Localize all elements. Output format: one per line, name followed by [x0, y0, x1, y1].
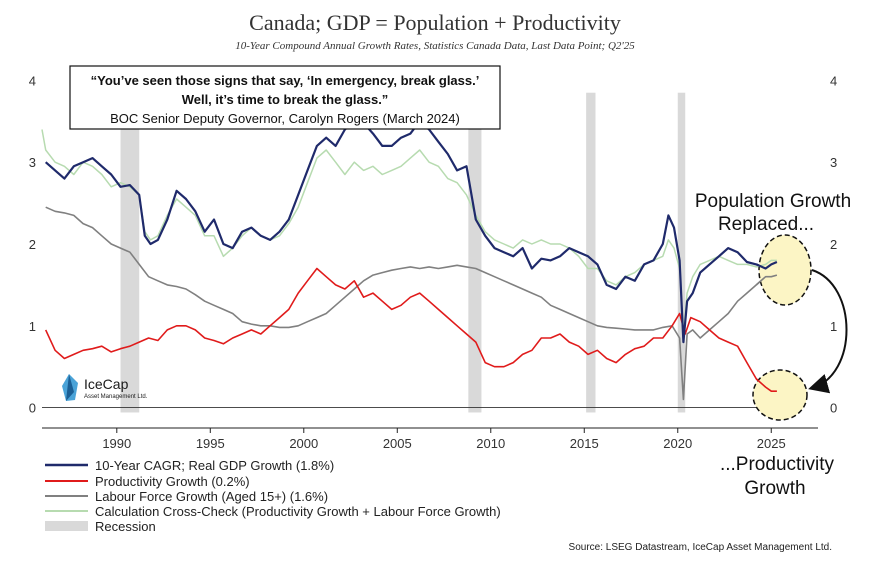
recession-band-2: [586, 92, 596, 413]
x-tick-label-2015: 2015: [570, 436, 599, 451]
y-tick-left-2: 2: [29, 237, 36, 252]
quote-line3: BOC Senior Deputy Governor, Carolyn Roge…: [110, 111, 460, 126]
series-productivity-line: [44, 267, 777, 392]
annotation-bottom-line1: ...Productivity: [720, 454, 835, 475]
recession-bands: [120, 92, 686, 413]
icecap-logo: IceCap Asset Management Ltd.: [62, 374, 148, 401]
x-tick-label-1995: 1995: [196, 436, 225, 451]
legend-label-labour: Labour Force Growth (Aged 15+) (1.6%): [95, 489, 328, 504]
x-tick-label-2020: 2020: [663, 436, 692, 451]
logo-name: IceCap: [84, 376, 129, 392]
y-tick-right-2: 2: [830, 237, 837, 252]
series-labour-line: [45, 206, 778, 401]
annotation-top-line2: Replaced...: [718, 214, 814, 235]
x-tick-label-2010: 2010: [476, 436, 505, 451]
y-tick-right-3: 3: [830, 155, 837, 170]
y-tick-right-1: 1: [830, 319, 837, 334]
annotation-top-line1: Population Growth: [695, 191, 851, 212]
recession-band-3: [677, 92, 686, 413]
x-tick-label-2000: 2000: [289, 436, 318, 451]
legend-label-recession: Recession: [95, 519, 156, 534]
highlight-series: [755, 259, 778, 392]
quote-box: [69, 65, 501, 130]
y-tick-left-4: 4: [29, 73, 36, 88]
y-tick-right-4: 4: [830, 73, 837, 88]
chart-title: Canada; GDP = Population + Productivity: [249, 10, 621, 35]
logo-subtitle: Asset Management Ltd.: [84, 394, 148, 400]
legend-label-productivity: Productivity Growth (0.2%): [95, 474, 250, 489]
x-tick-label-1990: 1990: [102, 436, 131, 451]
series-gdp-line-tail: [755, 260, 778, 270]
recession-band-1: [468, 92, 482, 413]
quote-line2: Well, it’s time to break the glass.”: [182, 92, 389, 107]
annotation-bottom-line2: Growth: [744, 478, 805, 499]
series-productivity-line-tail: [755, 378, 777, 392]
chart-subtitle: 10-Year Compound Annual Growth Rates, St…: [235, 40, 635, 52]
curved-arrow-icon: [808, 269, 848, 394]
legend-label-gdp: 10-Year CAGR; Real GDP Growth (1.8%): [95, 458, 334, 473]
series-labour-line-tail: [755, 274, 778, 286]
series-gdp-line: [44, 120, 778, 344]
productivity-highlight-circle: [752, 369, 808, 421]
population-highlight-circle: [758, 234, 812, 306]
y-tick-left-3: 3: [29, 155, 36, 170]
quote-line1: “You’ve seen those signs that say, ‘In e…: [91, 73, 480, 88]
series-crosscheck-line: [41, 129, 777, 335]
y-tick-right-0: 0: [830, 401, 837, 416]
legend-swatch-recession: [45, 521, 88, 531]
legend-label-crosscheck: Calculation Cross-Check (Productivity Gr…: [95, 504, 501, 519]
iceberg-shade-icon: [66, 374, 74, 401]
x-tick-label-2005: 2005: [383, 436, 412, 451]
source-note: Source: LSEG Datastream, IceCap Asset Ma…: [569, 542, 832, 553]
x-tick-label-2025: 2025: [757, 436, 786, 451]
series-lines: [41, 120, 778, 401]
axes: 1990 1995 2000 2005 2010 2015 2020 2025 4 3 2 1 0 4 3 2…: [29, 73, 837, 451]
legend: 10-Year CAGR; Real GDP Growth (1.8%) Pro…: [45, 458, 501, 534]
y-tick-left-0: 0: [29, 401, 36, 416]
y-tick-left-1: 1: [29, 319, 36, 334]
